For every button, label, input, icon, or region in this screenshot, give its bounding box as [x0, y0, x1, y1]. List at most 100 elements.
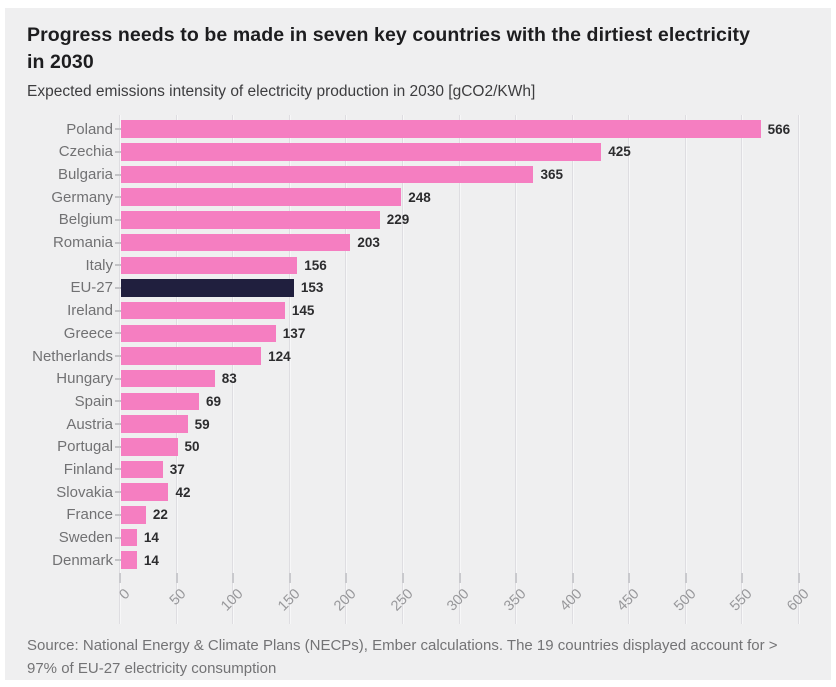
- bar: [121, 211, 380, 229]
- gridline: [345, 114, 348, 624]
- category-label: France: [66, 506, 113, 524]
- axis-tick-label: 150: [274, 585, 304, 614]
- bar-track: 566: [121, 120, 799, 138]
- axis-tick-label: 500: [670, 585, 700, 614]
- value-label: 50: [184, 439, 200, 455]
- axis-tick-mark: [571, 572, 574, 583]
- bar-row: Bulgaria 365: [27, 163, 805, 186]
- value-label: 14: [143, 552, 159, 568]
- bar: [121, 188, 402, 206]
- gridline: [515, 114, 518, 624]
- category-label: Ireland: [67, 302, 113, 320]
- category-tick-mark: [115, 128, 121, 131]
- bar-track: 124: [121, 347, 799, 365]
- bar: [121, 438, 178, 456]
- bar-row: Belgium 229: [27, 209, 805, 232]
- bar-track: 22: [121, 506, 799, 524]
- axis-tick-mark: [288, 572, 291, 583]
- value-label: 365: [540, 167, 563, 183]
- bar-row: Portugal 50: [27, 435, 805, 458]
- gridline: [628, 114, 631, 624]
- bar-track: 69: [121, 392, 799, 411]
- bar-row: Poland 566: [27, 118, 805, 141]
- category-label: Belgium: [58, 211, 113, 229]
- category-tick-mark: [115, 400, 121, 403]
- bar: [121, 506, 146, 524]
- category-label: EU-27: [70, 279, 113, 297]
- category-label: Austria: [66, 415, 113, 433]
- bar-row: Czechia 425: [27, 141, 805, 164]
- category-tick-mark: [115, 309, 121, 312]
- value-label: 229: [386, 212, 410, 228]
- gridlines-layer: [119, 114, 800, 624]
- bar-track: 248: [121, 188, 799, 206]
- axis-tick-mark: [119, 572, 121, 583]
- category-tick-mark: [115, 355, 121, 358]
- value-label: 137: [282, 325, 306, 341]
- gridline: [458, 114, 461, 624]
- bar-track: 365: [121, 165, 799, 184]
- category-label: Denmark: [52, 551, 113, 569]
- value-label: 145: [291, 303, 315, 319]
- bar-chart: Poland 566 Czechia 425 Bulgaria 365 Germ…: [27, 114, 812, 624]
- category-label: Portugal: [57, 438, 113, 456]
- category-tick-mark: [115, 150, 121, 153]
- bar-row: Sweden 14: [27, 526, 805, 549]
- axis-tick-label: 300: [444, 585, 473, 614]
- bar-track: 145: [121, 301, 799, 320]
- category-tick-mark: [115, 196, 121, 199]
- category-tick-mark: [115, 264, 121, 267]
- axis-tick-mark: [628, 572, 631, 583]
- bar: [121, 301, 285, 320]
- value-label: 566: [767, 121, 791, 137]
- bar-track: 42: [121, 483, 799, 501]
- category-tick-mark: [115, 536, 121, 539]
- bar-row: Denmark 14: [27, 549, 805, 572]
- bar-row: Netherlands 124: [27, 345, 805, 368]
- category-tick-mark: [115, 377, 121, 380]
- bar: [121, 347, 262, 365]
- axis-tick-label: 200: [331, 585, 360, 614]
- axis-tick-mark: [175, 572, 178, 583]
- category-tick-mark: [115, 286, 121, 289]
- bar: [121, 256, 298, 275]
- bar: [121, 143, 602, 161]
- bar-row: Germany 248: [27, 186, 805, 209]
- bar-row: France 22: [27, 504, 805, 527]
- category-tick-mark: [115, 491, 121, 494]
- value-label: 248: [408, 189, 431, 205]
- chart-card: Progress needs to be made in seven key c…: [5, 8, 831, 680]
- axis-tick-label: 50: [167, 585, 190, 609]
- category-label: Czechia: [58, 143, 113, 161]
- chart-subtitle: Expected emissions intensity of electric…: [27, 82, 536, 100]
- axis-tick-label: 450: [614, 585, 643, 614]
- value-label: 124: [268, 348, 291, 364]
- bar-track: 59: [121, 415, 799, 433]
- bar: [121, 392, 199, 411]
- axis-tick-mark: [515, 572, 518, 583]
- bar: [121, 233, 351, 252]
- axis-tick-label: 550: [727, 585, 756, 614]
- value-label: 14: [143, 530, 159, 546]
- bar: [121, 369, 215, 388]
- bar: [121, 324, 276, 343]
- value-label: 153: [300, 280, 324, 296]
- bar-track: 156: [121, 256, 799, 275]
- category-tick-mark: [115, 559, 121, 562]
- category-label: Slovakia: [56, 483, 113, 501]
- value-label: 37: [169, 461, 185, 477]
- bar: [121, 460, 163, 479]
- bar: [121, 415, 188, 433]
- category-label: Spain: [74, 392, 113, 410]
- bar-rows: Poland 566 Czechia 425 Bulgaria 365 Germ…: [27, 118, 805, 572]
- value-label: 42: [175, 484, 191, 500]
- axis-tick-label: 100: [218, 585, 247, 614]
- bar: [121, 551, 137, 569]
- axis-tick-label: 350: [500, 585, 530, 614]
- axis-tick-mark: [345, 572, 348, 583]
- bar-row: Finland 37: [27, 458, 805, 481]
- category-tick-mark: [115, 445, 121, 448]
- value-label: 156: [304, 257, 327, 273]
- category-label: Greece: [63, 324, 113, 342]
- gridline: [684, 114, 687, 624]
